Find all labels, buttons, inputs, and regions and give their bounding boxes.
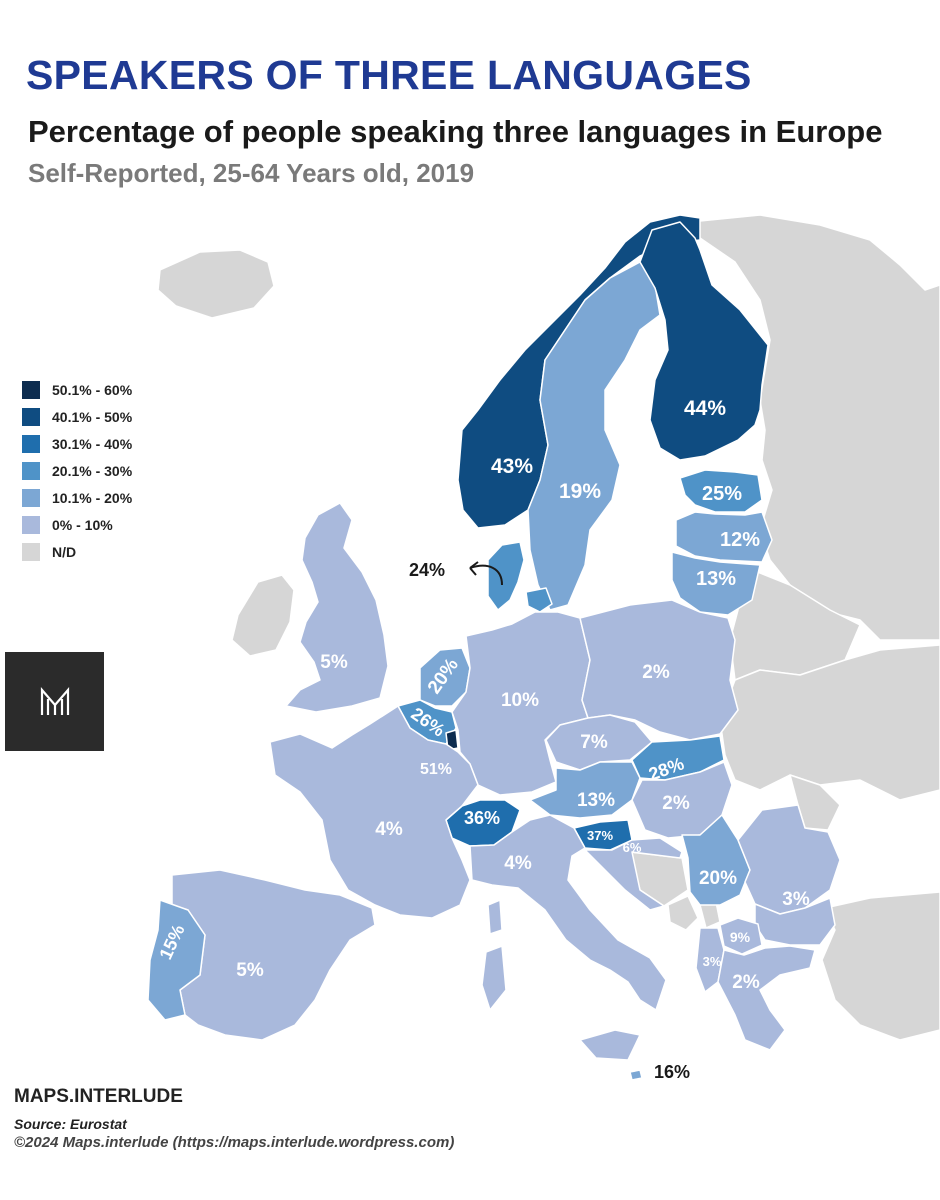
country-portugal xyxy=(147,899,206,1021)
label-norway: 43% xyxy=(491,455,533,478)
label-switzerland: 36% xyxy=(464,808,500,828)
label-hungary: 2% xyxy=(662,793,690,814)
country-denmark xyxy=(487,541,525,611)
legend-label: 0% - 10% xyxy=(52,516,113,533)
label-sweden: 19% xyxy=(559,480,601,503)
legend-swatch xyxy=(22,434,40,453)
label-czechia: 7% xyxy=(580,732,608,753)
country-ukraine xyxy=(719,644,940,801)
country-turkey xyxy=(821,891,940,1041)
country-north-macedonia xyxy=(719,917,763,955)
country-uk xyxy=(285,502,389,713)
country-norway xyxy=(457,214,701,529)
country-montenegro xyxy=(667,895,699,931)
label-lithuania: 13% xyxy=(696,568,736,590)
country-slovakia xyxy=(631,735,725,781)
country-kosovo xyxy=(699,901,721,929)
label-latvia: 12% xyxy=(720,529,760,551)
legend-item: 50.1% - 60% xyxy=(22,376,132,403)
label-spain: 5% xyxy=(236,960,264,981)
label-estonia: 25% xyxy=(702,483,742,505)
label-austria: 13% xyxy=(577,790,615,811)
country-switzerland xyxy=(445,799,521,847)
country-latvia xyxy=(675,511,773,563)
label-italy: 4% xyxy=(504,853,532,874)
legend-swatch xyxy=(22,488,40,507)
label-poland: 2% xyxy=(642,662,670,683)
country-lithuania xyxy=(671,551,761,616)
label-bulgaria: 3% xyxy=(782,889,810,910)
legend-label: 10.1% - 20% xyxy=(52,489,133,506)
denmark-arrow xyxy=(469,564,503,586)
label-albania: 3% xyxy=(703,954,722,969)
footer-source: Source: Eurostat xyxy=(14,1116,127,1132)
country-serbia xyxy=(681,814,751,906)
country-france xyxy=(269,705,479,919)
label-luxembourg: 51% xyxy=(420,761,452,778)
country-austria xyxy=(529,761,641,819)
legend-item: 40.1% - 50% xyxy=(22,403,132,430)
legend-label: N/D xyxy=(52,543,77,560)
footer-copyright: ©2024 Maps.interlude (https://maps.inter… xyxy=(14,1134,455,1151)
country-poland xyxy=(579,599,739,741)
country-ireland xyxy=(231,574,295,657)
footer-brand: MAPS.INTERLUDE xyxy=(14,1086,183,1107)
country-sweden xyxy=(527,261,661,611)
label-finland: 44% xyxy=(684,397,726,420)
europe-map: 43% 19% 44% 25% 12% 13% 24% 5% 20% 26% 5… xyxy=(147,214,940,1080)
brand-logo xyxy=(5,652,104,751)
legend-item: 0% - 10% xyxy=(22,511,132,538)
label-north-macedonia: 9% xyxy=(730,929,751,945)
legend-item: N/D xyxy=(22,538,132,565)
map-subtitle: Percentage of people speaking three lang… xyxy=(28,114,883,149)
legend-swatch xyxy=(22,515,40,534)
legend-label: 40.1% - 50% xyxy=(52,408,133,425)
country-germany xyxy=(451,611,591,796)
legend-swatch xyxy=(22,407,40,426)
label-denmark: 24% xyxy=(409,560,445,580)
legend-item: 10.1% - 20% xyxy=(22,484,132,511)
m-logo-icon xyxy=(40,686,69,715)
map-subsubtitle: Self-Reported, 25-64 Years old, 2019 xyxy=(28,158,475,188)
legend-label: 30.1% - 40% xyxy=(52,435,133,452)
legend: 50.1% - 60% 40.1% - 50% 30.1% - 40% 20.1… xyxy=(22,376,132,565)
label-uk: 5% xyxy=(320,652,348,673)
legend-swatch xyxy=(22,380,40,399)
country-iceland xyxy=(157,249,275,319)
country-italy xyxy=(469,814,667,1011)
label-slovenia: 37% xyxy=(587,828,613,843)
country-sicily xyxy=(579,1029,641,1061)
legend-swatch xyxy=(22,542,40,561)
country-finland xyxy=(639,221,769,461)
country-croatia xyxy=(584,837,683,911)
country-denmark-islands xyxy=(525,587,553,613)
country-sardinia xyxy=(481,945,507,1011)
map-title: SPEAKERS OF THREE LANGUAGES xyxy=(26,52,752,98)
country-corsica xyxy=(487,899,503,935)
country-malta xyxy=(629,1069,643,1080)
country-greece xyxy=(717,945,816,1051)
country-estonia xyxy=(679,469,763,513)
label-france: 4% xyxy=(375,819,403,840)
legend-item: 30.1% - 40% xyxy=(22,430,132,457)
label-croatia: 6% xyxy=(623,840,642,855)
denmark-arrowhead xyxy=(469,561,479,576)
legend-label: 20.1% - 30% xyxy=(52,462,133,479)
country-hungary xyxy=(631,761,733,839)
label-germany: 10% xyxy=(501,690,539,711)
legend-swatch xyxy=(22,461,40,480)
legend-label: 50.1% - 60% xyxy=(52,381,133,398)
country-romania xyxy=(737,804,841,915)
label-serbia: 20% xyxy=(699,868,737,889)
legend-item: 20.1% - 30% xyxy=(22,457,132,484)
label-malta: 16% xyxy=(654,1062,690,1080)
label-greece: 2% xyxy=(732,972,760,993)
